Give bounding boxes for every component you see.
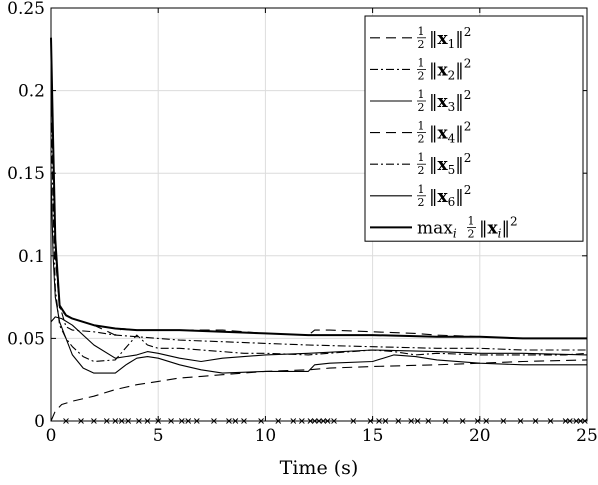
legend-item-2: 12 ‖x2‖2: [370, 56, 471, 82]
legend-label: ‖x3‖2: [429, 88, 471, 114]
y-tick-label: 0.15: [7, 164, 45, 184]
legend-item-7: maxi 12 ‖xi‖2: [370, 214, 518, 240]
legend-frac-num: 1: [468, 214, 475, 227]
series-line-7: [50, 37, 587, 340]
x-tick-label: 20: [469, 426, 491, 446]
legend-prefix: maxi: [417, 218, 457, 240]
y-tick-label: 0: [34, 412, 45, 432]
legend-item-1: 12 ‖x1‖2: [370, 25, 471, 51]
legend-item-5: 12 ‖x5‖2: [370, 151, 471, 177]
x-axis-title: Time (s): [280, 457, 359, 479]
legend-frac-den: 2: [418, 133, 425, 146]
legend-label: ‖x4‖2: [429, 120, 471, 146]
legend-box: [364, 15, 584, 242]
series-line-5: [50, 123, 588, 363]
legend-frac-num: 1: [418, 25, 425, 38]
y-tick-label: 0.25: [7, 0, 45, 19]
x-tick-label: 25: [576, 426, 598, 446]
axis-ticks: 0 5 10 15 20 25 0 0.05 0.1 0.15 0.2 0.25: [7, 0, 598, 446]
legend-frac-num: 1: [418, 120, 425, 133]
legend-frac-num: 1: [418, 183, 425, 196]
legend-frac-den: 2: [468, 227, 475, 240]
y-tick-label: 0.05: [7, 329, 45, 349]
series-line-1: [50, 359, 588, 422]
legend-frac-den: 2: [418, 38, 425, 51]
x-tick-label: 10: [255, 426, 277, 446]
legend-frac-num: 1: [418, 56, 425, 69]
legend-frac-den: 2: [418, 164, 425, 177]
legend-item-3: 12 ‖x3‖2: [370, 88, 471, 114]
x-tick-label: 5: [153, 426, 164, 446]
plot-frame: [50, 7, 588, 422]
legend-label: ‖x5‖2: [429, 151, 471, 177]
series-line-6: [50, 316, 588, 363]
legend-frac-num: 1: [418, 88, 425, 101]
series-line-2: [50, 40, 587, 351]
legend-label: ‖x1‖2: [429, 25, 471, 51]
x-tick-label: 15: [362, 426, 384, 446]
legend-label: ‖x6‖2: [429, 183, 471, 209]
legend-item-4: 12 ‖x4‖2: [370, 120, 471, 146]
legend-item-6: 12 ‖x6‖2: [370, 183, 471, 209]
legend-frac-den: 2: [418, 196, 425, 209]
legend-label: ‖xi‖2: [479, 214, 518, 240]
data-series: [50, 37, 588, 422]
legend-frac-den: 2: [418, 101, 425, 114]
legend: 12 ‖x1‖212 ‖x2‖212 ‖x3‖212 ‖x4‖212 ‖x5‖212 ‖x6…: [364, 15, 584, 242]
y-tick-label: 0.1: [18, 247, 45, 267]
series-line-3: [50, 173, 587, 374]
legend-label: ‖x2‖2: [429, 56, 471, 82]
x-tick-label: 0: [46, 426, 57, 446]
legend-frac-num: 1: [418, 151, 425, 164]
legend-frac-den: 2: [418, 69, 425, 82]
y-tick-label: 0.2: [18, 82, 45, 102]
